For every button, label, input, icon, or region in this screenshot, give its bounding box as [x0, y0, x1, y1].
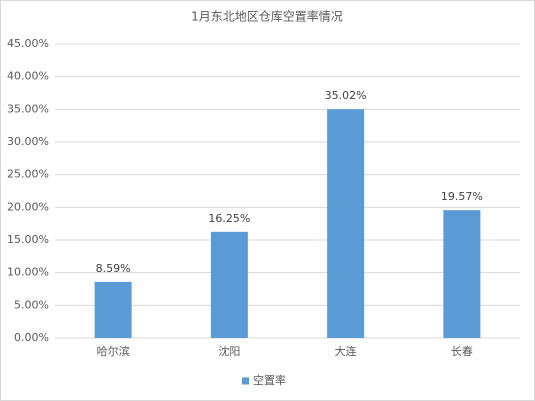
x-tick-label: 哈尔滨 — [97, 344, 130, 358]
bar — [210, 231, 248, 338]
y-tick-label: 10.00% — [7, 266, 49, 279]
y-tick-label: 0.00% — [14, 331, 49, 344]
y-tick-label: 15.00% — [7, 233, 49, 246]
value-label: 16.25% — [208, 212, 250, 225]
legend-label: 空置率 — [253, 373, 286, 387]
y-tick-label: 40.00% — [7, 70, 49, 83]
y-tick-label: 30.00% — [7, 135, 49, 148]
x-tick-label: 大连 — [335, 344, 357, 358]
value-label: 8.59% — [96, 262, 131, 275]
y-tick-label: 20.00% — [7, 200, 49, 213]
legend-swatch — [242, 377, 249, 385]
x-tick-label: 沈阳 — [218, 344, 240, 358]
value-label: 19.57% — [441, 190, 483, 203]
bar — [443, 210, 481, 338]
bar — [94, 281, 132, 338]
y-tick-label: 5.00% — [14, 298, 49, 311]
bar — [327, 109, 365, 338]
y-tick-label: 25.00% — [7, 168, 49, 181]
chart-title: 1月东北地区仓库空置率情况 — [191, 9, 343, 24]
value-label: 35.02% — [325, 89, 367, 102]
x-tick-label: 长春 — [451, 345, 473, 358]
y-tick-label: 35.00% — [7, 102, 49, 115]
y-tick-label: 45.00% — [7, 37, 49, 50]
